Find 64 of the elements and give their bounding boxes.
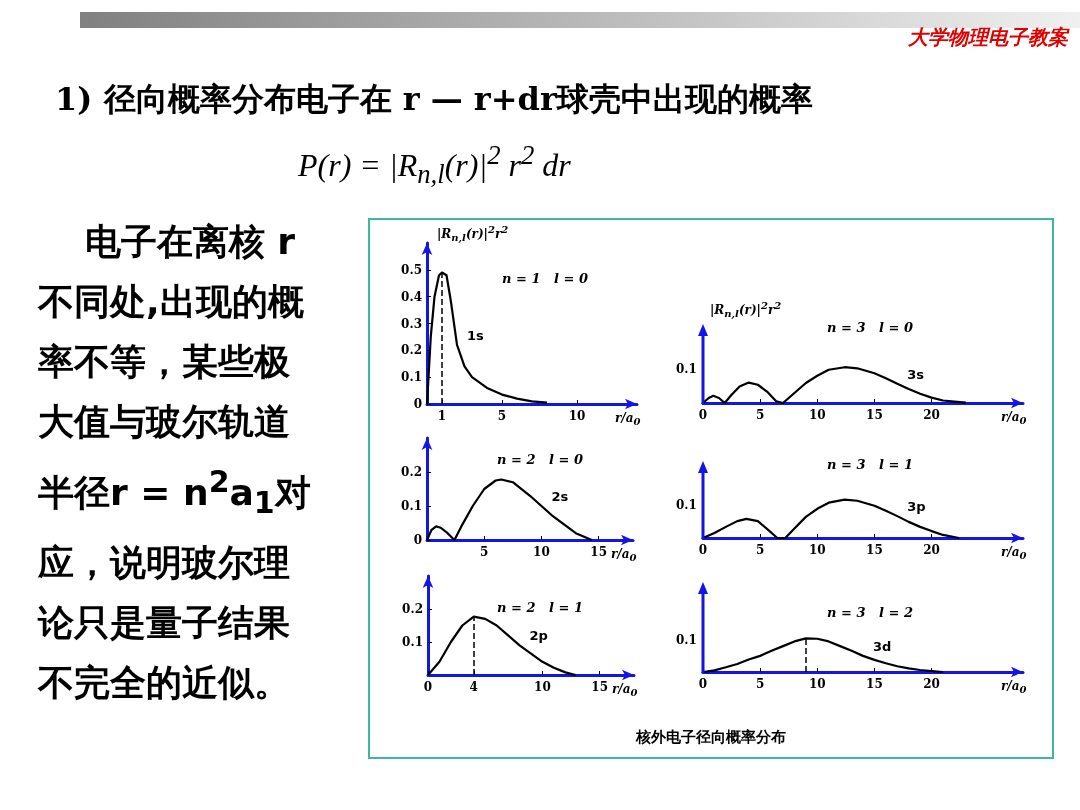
y-tick-label: 0.5 bbox=[401, 262, 422, 277]
x-tick-label: 1 bbox=[437, 409, 447, 423]
y-tick-label: 0.1 bbox=[401, 370, 422, 385]
x-axis-title: r/a$_{0}$ bbox=[1001, 679, 1027, 696]
x-tick-label: 5 bbox=[480, 545, 489, 559]
x-tick-label: 5 bbox=[755, 543, 765, 557]
x-tick-label: 5 bbox=[755, 408, 765, 422]
x-axis-title: r/a$_{0}$ bbox=[612, 682, 638, 699]
series-label: 2s bbox=[551, 489, 569, 504]
text: 0.1 bbox=[676, 362, 697, 376]
text: n = 3 l = 2 bbox=[827, 604, 913, 620]
x-tick-label: 10 bbox=[534, 680, 551, 694]
text: 电子在离核 r 不同处,出现的概率不等，某些极大值与玻尔轨道半径r = n$^{2}$a$_{1}$对应，说明玻尔理论只是量子结果不完全的近似。 bbox=[38, 221, 311, 704]
y-tick-label: 0.3 bbox=[401, 316, 422, 331]
x-axis-title: r/a$_{0}$ bbox=[611, 547, 637, 564]
x-tick-label: 0 bbox=[423, 680, 433, 694]
x-axis-title: r/a$_{0}$ bbox=[1001, 545, 1027, 562]
text: 核外电子径向概率分布 bbox=[634, 728, 787, 747]
chart-title: 1) 径向概率分布电子在 r — r+dr球壳中出现的概率 bbox=[55, 79, 813, 120]
y-tick-label: 0.2 bbox=[401, 343, 422, 358]
x-tick-label: 0 bbox=[698, 677, 708, 691]
x-tick-label: 20 bbox=[923, 543, 940, 557]
x-tick-label: 15 bbox=[866, 543, 883, 557]
x-tick-label: 15 bbox=[866, 408, 883, 422]
series-label: 3p bbox=[907, 499, 926, 515]
text: 0.1 bbox=[676, 633, 697, 647]
x-axis-title: r/a$_{0}$ bbox=[1001, 410, 1027, 427]
annotation: n = 2 l = 0 bbox=[497, 451, 583, 467]
text: n = 3 l = 1 bbox=[827, 456, 913, 472]
y-tick-label: 0.4 bbox=[401, 289, 422, 304]
x-tick-label: 20 bbox=[923, 408, 940, 422]
y-axis-title: |R$_{n,l}$(r)|$^{2}$r$^{2}$ bbox=[710, 300, 782, 320]
y-tick-label: 0.2 bbox=[401, 465, 422, 479]
y-tick-label: 0.1 bbox=[401, 499, 422, 513]
x-tick-label: 10 bbox=[808, 408, 826, 422]
x-tick-label: 0 bbox=[698, 543, 708, 557]
text: n = 3 l = 0 bbox=[827, 319, 913, 335]
x-tick-label: 10 bbox=[808, 543, 826, 557]
series-label: 3d bbox=[873, 638, 892, 654]
y-tick-label: 0 bbox=[413, 397, 422, 411]
x-tick-label: 10 bbox=[568, 409, 586, 423]
x-tick-label: 10 bbox=[808, 677, 826, 691]
x-axis-title: r/a$_{0}$ bbox=[615, 411, 641, 428]
x-tick-label: 15 bbox=[591, 680, 609, 694]
annotation: n = 1 l = 0 bbox=[502, 270, 588, 286]
series-label: 1s bbox=[467, 327, 485, 343]
x-tick-label: 15 bbox=[866, 677, 883, 691]
x-tick-label: 4 bbox=[469, 680, 478, 694]
x-tick-label: 5 bbox=[497, 409, 507, 423]
y-tick-label: 0.1 bbox=[402, 635, 423, 649]
series-label: 2p bbox=[529, 628, 548, 644]
y-tick-label: 0 bbox=[413, 533, 422, 547]
y-tick-label: 0.2 bbox=[402, 602, 423, 616]
x-tick-label: 5 bbox=[755, 677, 765, 691]
x-tick-label: 15 bbox=[590, 545, 608, 559]
y-axis-title: |R$_{n,l}$(r)|$^{2}$r$^{2}$ bbox=[437, 224, 509, 244]
annotation: n = 2 l = 1 bbox=[497, 599, 583, 615]
text: 0.1 bbox=[676, 498, 697, 512]
series-label: 3s bbox=[907, 366, 925, 382]
x-tick-label: 20 bbox=[923, 677, 940, 691]
x-tick-label: 10 bbox=[533, 545, 550, 559]
x-tick-label: 0 bbox=[698, 408, 708, 422]
text: 大学物理电子教案 bbox=[908, 24, 1068, 51]
chart-subtitle: P(r) = |R$_{n,l}$(r)|$^{2}$ r$^{2}$ dr bbox=[298, 140, 571, 191]
